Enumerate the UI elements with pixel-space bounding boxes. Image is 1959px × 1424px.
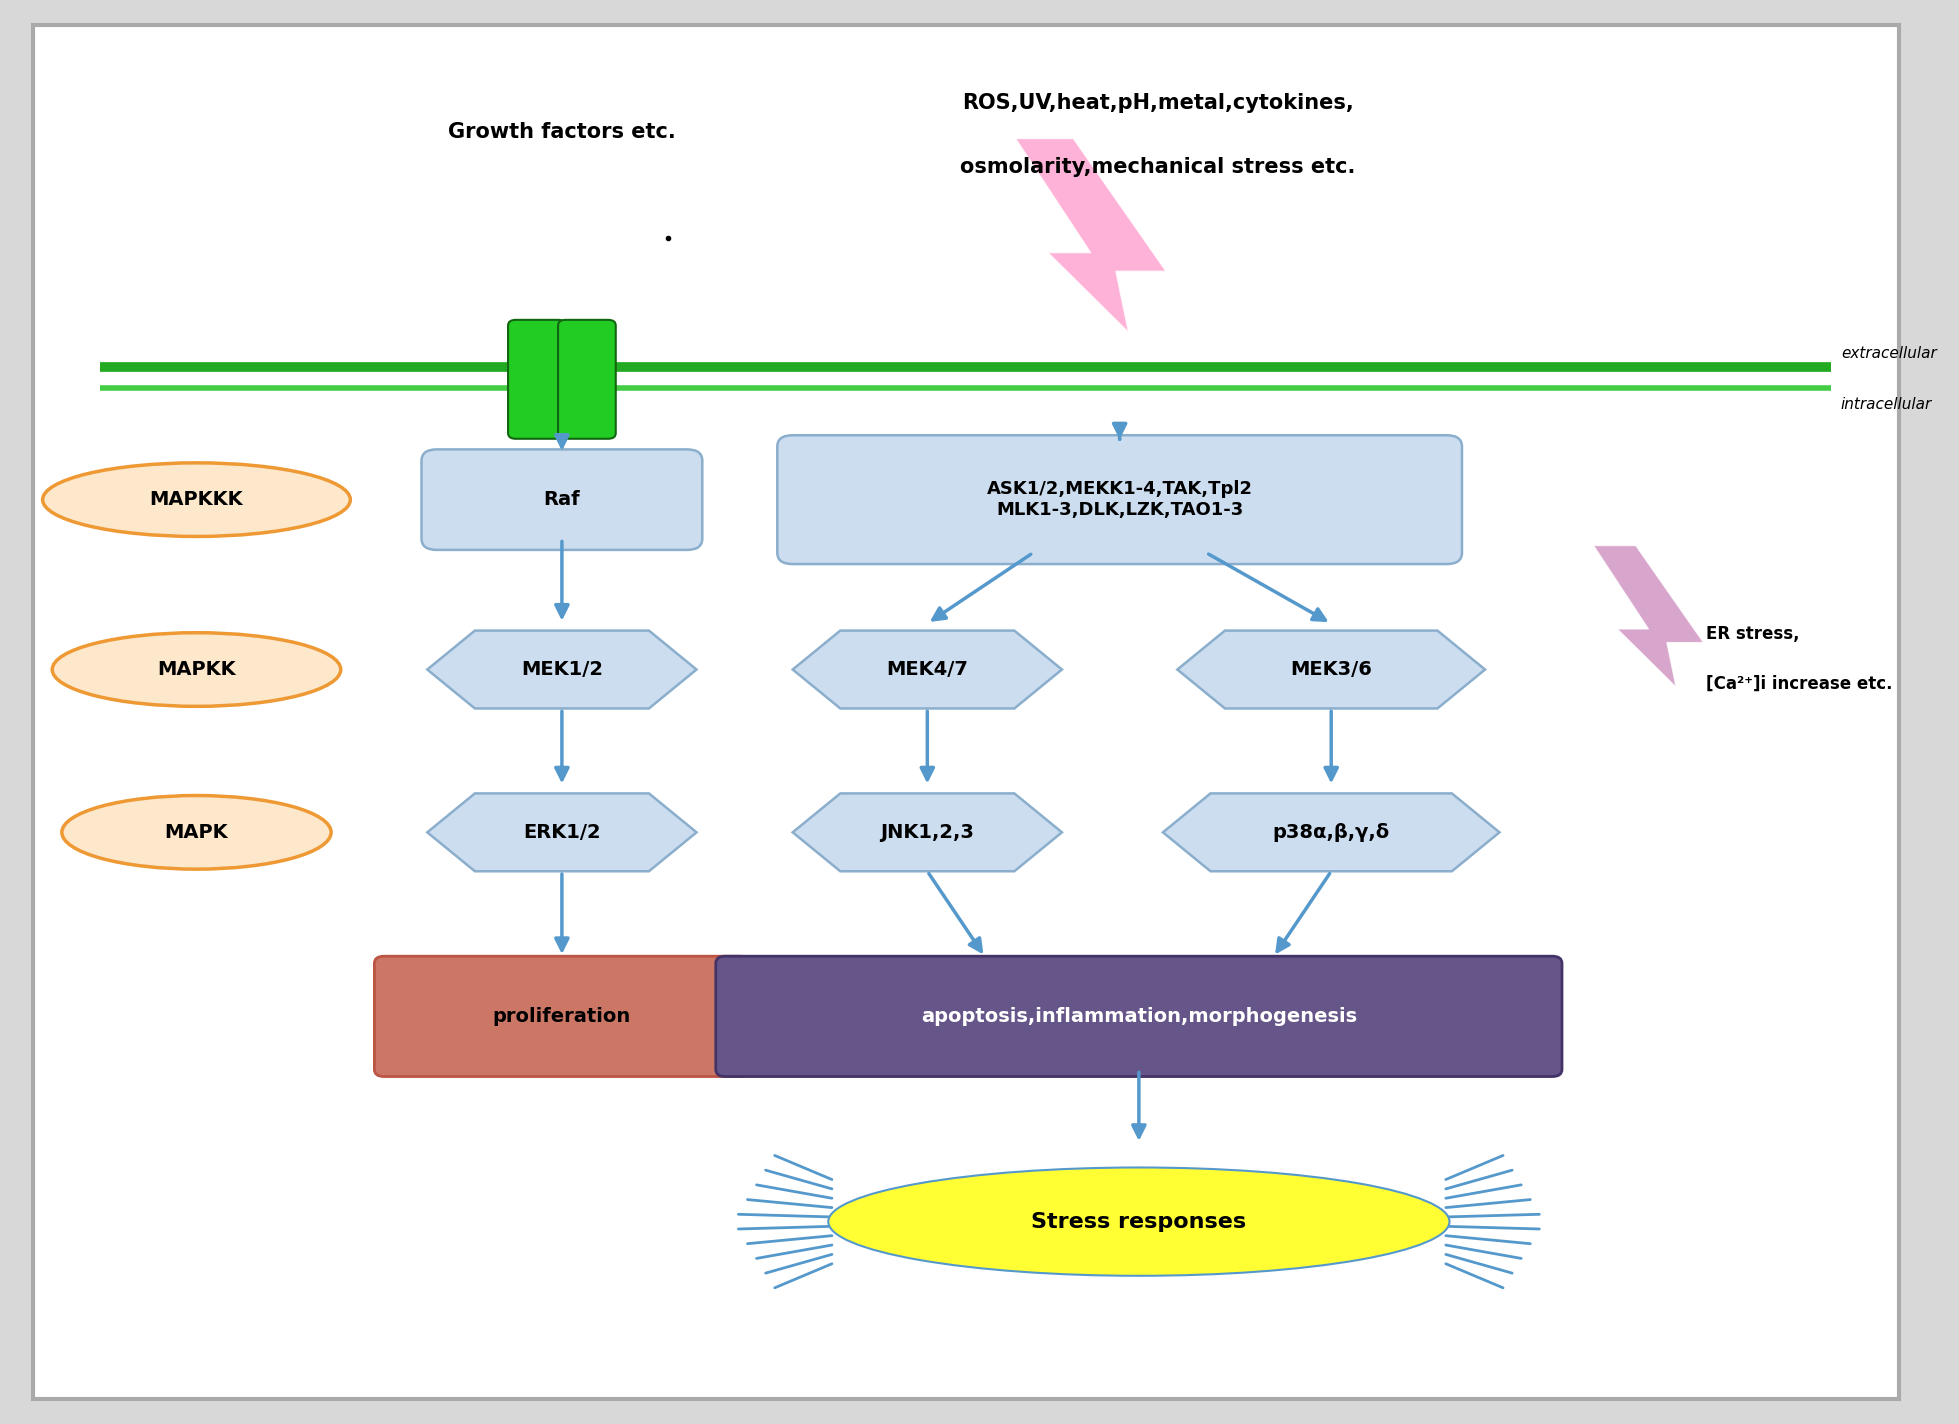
FancyBboxPatch shape xyxy=(778,436,1461,564)
Text: ASK1/2,MEKK1-4,TAK,Tpl2
MLK1-3,DLK,LZK,TAO1-3: ASK1/2,MEKK1-4,TAK,Tpl2 MLK1-3,DLK,LZK,T… xyxy=(987,480,1252,520)
Ellipse shape xyxy=(829,1168,1450,1276)
Text: MEK4/7: MEK4/7 xyxy=(885,661,968,679)
FancyBboxPatch shape xyxy=(374,956,750,1077)
FancyBboxPatch shape xyxy=(507,320,566,439)
Text: intracellular: intracellular xyxy=(1841,397,1932,413)
Polygon shape xyxy=(1595,545,1702,686)
Text: Raf: Raf xyxy=(543,490,580,510)
Text: Growth factors etc.: Growth factors etc. xyxy=(449,121,676,141)
Text: JNK1,2,3: JNK1,2,3 xyxy=(880,823,974,842)
Text: [Ca²⁺]i increase etc.: [Ca²⁺]i increase etc. xyxy=(1706,675,1892,692)
Text: apoptosis,inflammation,morphogenesis: apoptosis,inflammation,morphogenesis xyxy=(921,1007,1358,1025)
FancyBboxPatch shape xyxy=(33,26,1898,1398)
Text: proliferation: proliferation xyxy=(494,1007,631,1025)
Text: MAPK: MAPK xyxy=(165,823,229,842)
Text: MEK1/2: MEK1/2 xyxy=(521,661,603,679)
Polygon shape xyxy=(427,631,697,709)
Text: MAPKKK: MAPKKK xyxy=(149,490,243,510)
Text: ERK1/2: ERK1/2 xyxy=(523,823,601,842)
Polygon shape xyxy=(793,793,1062,871)
FancyBboxPatch shape xyxy=(421,450,703,550)
FancyBboxPatch shape xyxy=(715,956,1561,1077)
Text: osmolarity,mechanical stress etc.: osmolarity,mechanical stress etc. xyxy=(960,157,1356,177)
FancyBboxPatch shape xyxy=(558,320,615,439)
Polygon shape xyxy=(427,793,697,871)
Text: ER stress,: ER stress, xyxy=(1706,625,1800,644)
Polygon shape xyxy=(1017,138,1166,332)
Polygon shape xyxy=(793,631,1062,709)
Text: extracellular: extracellular xyxy=(1841,346,1937,362)
Text: ROS,UV,heat,pH,metal,cytokines,: ROS,UV,heat,pH,metal,cytokines, xyxy=(962,93,1354,114)
Text: Stress responses: Stress responses xyxy=(1030,1212,1246,1232)
Ellipse shape xyxy=(43,463,351,537)
Polygon shape xyxy=(1164,793,1499,871)
Text: MAPKK: MAPKK xyxy=(157,661,235,679)
Ellipse shape xyxy=(63,796,331,869)
Ellipse shape xyxy=(53,632,341,706)
Text: p38α,β,γ,δ: p38α,β,γ,δ xyxy=(1273,823,1389,842)
Polygon shape xyxy=(1177,631,1485,709)
Text: MEK3/6: MEK3/6 xyxy=(1291,661,1371,679)
